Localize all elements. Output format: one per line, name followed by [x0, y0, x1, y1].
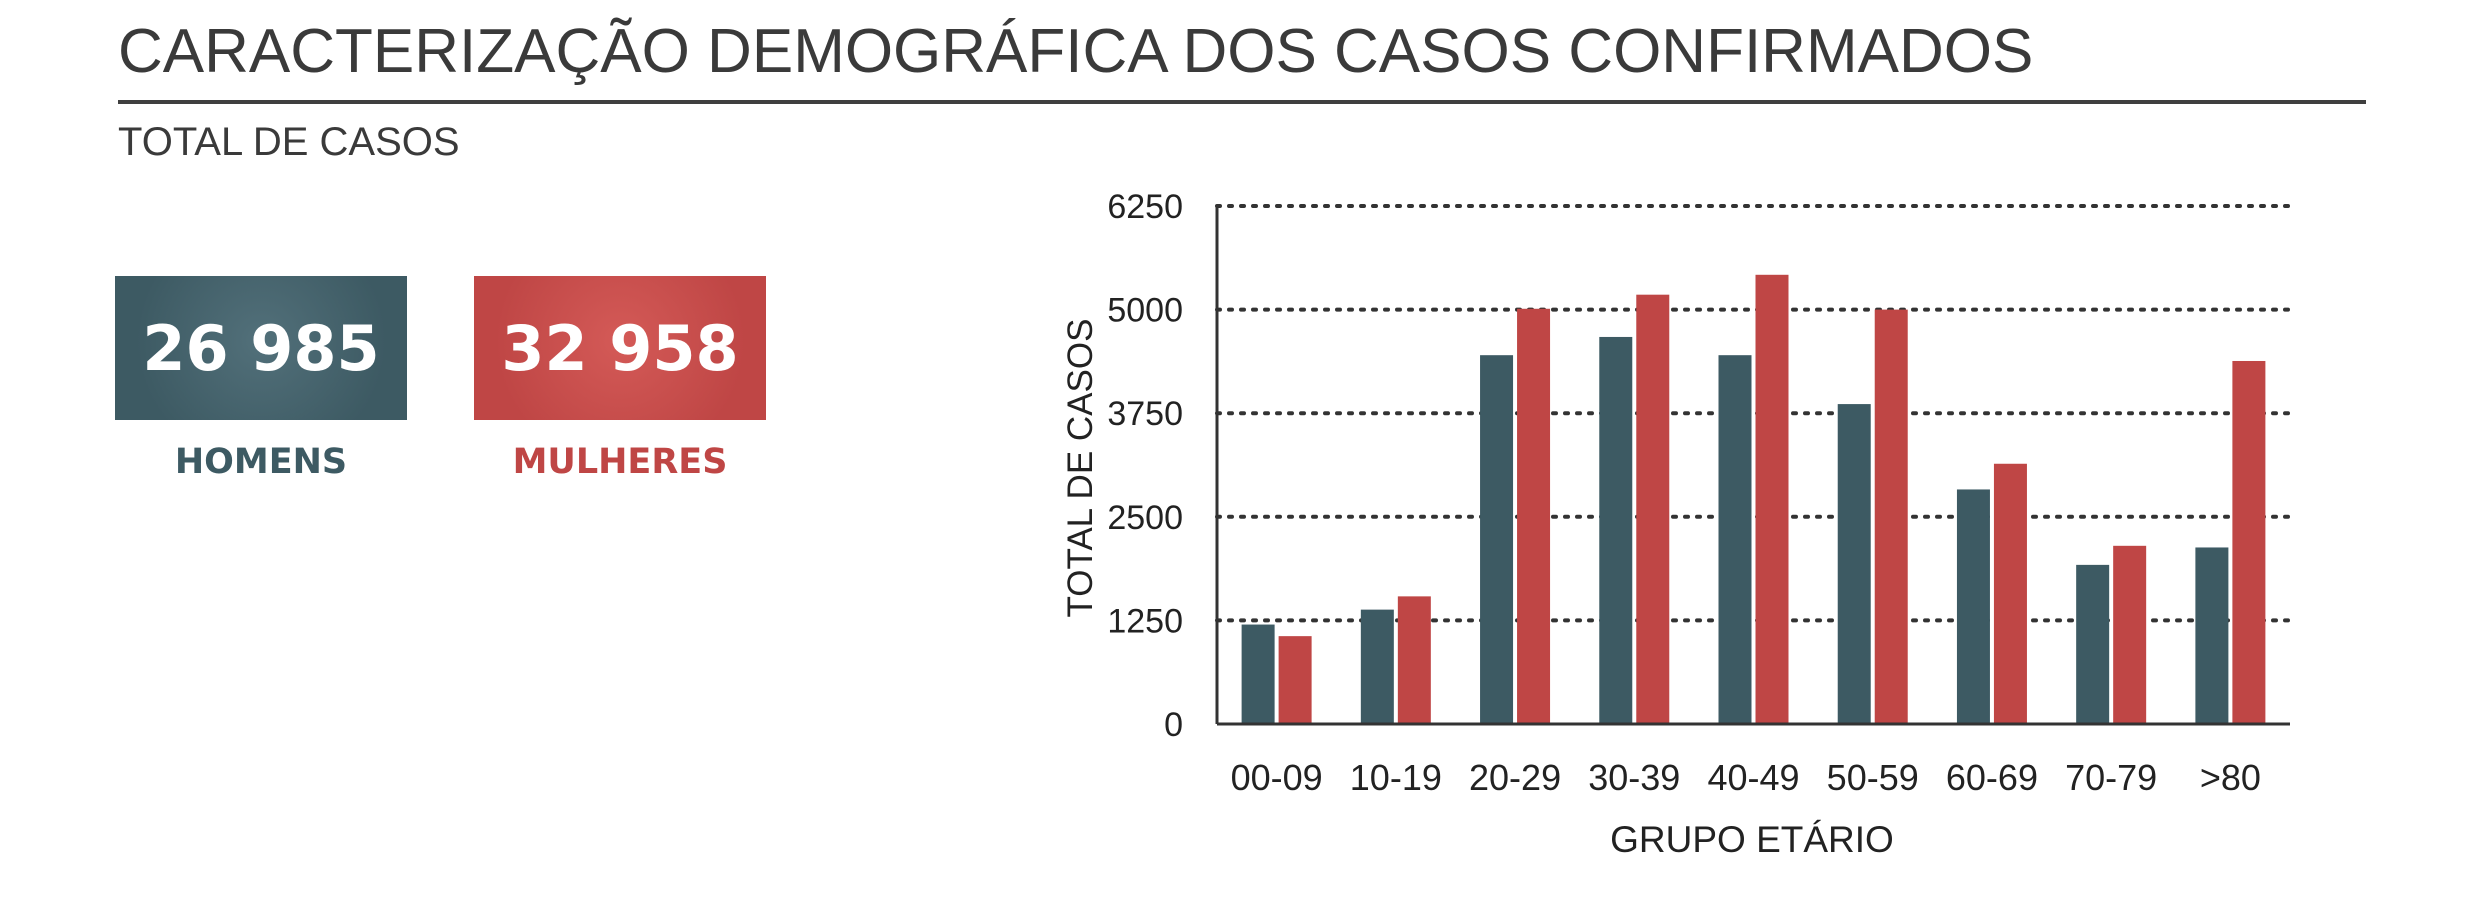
- bar-men-2: [1480, 355, 1514, 724]
- page-title: CARACTERIZAÇÃO DEMOGRÁFICA DOS CASOS CON…: [118, 17, 2034, 86]
- bar-women-2: [1517, 308, 1551, 724]
- bar-women-1: [1397, 596, 1431, 724]
- chart-bars: [1241, 274, 2266, 724]
- x-tick-label: 60-69: [1946, 757, 2038, 798]
- chart-axes: [1215, 206, 2290, 726]
- men-total-label: HOMENS: [174, 442, 348, 482]
- bar-men-5: [1837, 404, 1871, 724]
- y-tick-label: 1250: [1107, 602, 1183, 640]
- section-subtitle: TOTAL DE CASOS: [118, 120, 460, 164]
- bar-women-3: [1636, 294, 1670, 724]
- x-tick-label: 00-09: [1231, 757, 1323, 798]
- bar-women-7: [2113, 545, 2147, 724]
- women-total-label: MULHERES: [512, 442, 728, 482]
- x-tick-labels: 00-09 10-19 20-29 30-39 40-49 50-59 60-69 70-79…: [1231, 757, 2261, 798]
- bar-women-0: [1278, 636, 1312, 724]
- bar-women-8: [2232, 360, 2266, 724]
- x-tick-label: 70-79: [2065, 757, 2157, 798]
- y-tick-label: 3750: [1107, 395, 1183, 433]
- bar-men-1: [1360, 609, 1394, 724]
- x-tick-label: >80: [2200, 757, 2261, 798]
- bar-men-7: [2076, 564, 2110, 724]
- bar-women-6: [1993, 463, 2027, 724]
- x-tick-label: 30-39: [1588, 757, 1680, 798]
- men-total-value: 26 985: [142, 311, 380, 385]
- title-divider: [118, 100, 2366, 104]
- y-tick-label: 2500: [1107, 499, 1183, 537]
- x-tick-label: 50-59: [1827, 757, 1919, 798]
- y-axis-label: TOTAL DE CASOS: [1061, 319, 1100, 618]
- x-tick-label: 10-19: [1350, 757, 1442, 798]
- bar-men-8: [2195, 547, 2229, 724]
- women-total-box: 32 958: [474, 276, 766, 420]
- y-tick-label: 5000: [1107, 292, 1183, 330]
- men-total-box: 26 985: [115, 276, 407, 420]
- women-total-value: 32 958: [501, 311, 739, 385]
- x-tick-label: 20-29: [1469, 757, 1561, 798]
- bar-men-4: [1718, 355, 1752, 724]
- bar-men-6: [1956, 489, 1990, 724]
- bar-women-4: [1755, 274, 1789, 724]
- y-tick-label: 0: [1164, 706, 1183, 744]
- y-tick-label: 6250: [1107, 188, 1183, 226]
- bar-men-0: [1241, 624, 1275, 724]
- chart-gridlines: [1215, 204, 2292, 623]
- x-axis-label: GRUPO ETÁRIO: [1610, 819, 1894, 860]
- bar-women-5: [1874, 309, 1908, 724]
- x-tick-label: 40-49: [1707, 757, 1799, 798]
- bar-men-3: [1599, 336, 1633, 724]
- y-tick-labels: 0 1250 2500 3750 5000 6250: [1107, 188, 1183, 744]
